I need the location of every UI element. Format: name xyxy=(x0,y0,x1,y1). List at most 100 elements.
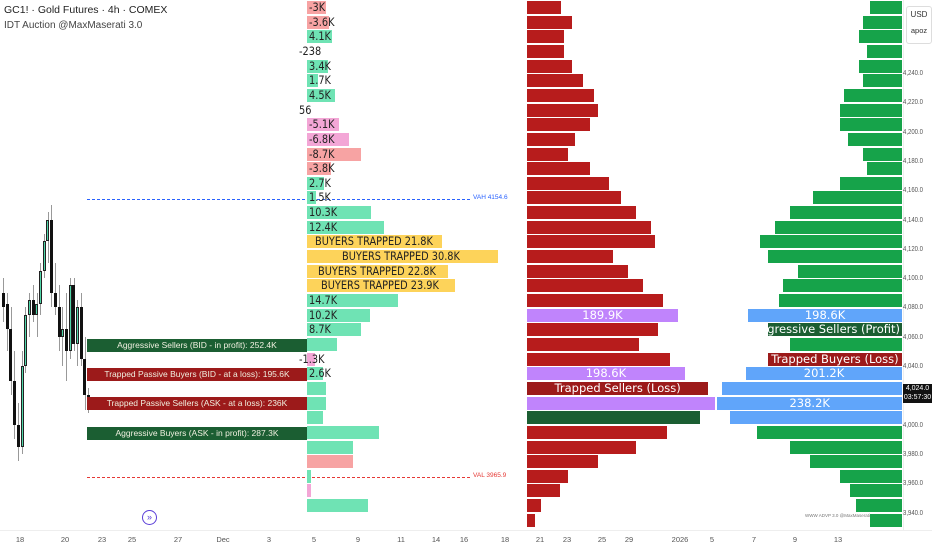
delta-bar xyxy=(307,235,443,249)
delta-label: 2.6K xyxy=(309,366,331,381)
delta-bar xyxy=(307,220,384,234)
delta-label: 3.4K xyxy=(309,58,331,73)
candle-wick xyxy=(55,263,56,315)
delta-bar xyxy=(307,118,339,132)
delta-bar xyxy=(307,1,326,14)
sell-volume-bar xyxy=(527,59,573,73)
delta-label: 8.7K xyxy=(309,322,331,337)
sell-volume-bar xyxy=(527,294,663,307)
time-tick: 5 xyxy=(709,535,715,544)
buy-volume-bar xyxy=(760,235,902,249)
sell-volume-label: 189.9K xyxy=(582,307,623,322)
indicator-name[interactable]: IDT Auction @MaxMaserati 3.0 xyxy=(4,20,143,31)
buy-volume-bar xyxy=(863,74,902,88)
buy-volume-bar xyxy=(782,279,902,293)
buy-volume-bar xyxy=(757,425,902,439)
sell-volume-bar xyxy=(527,323,659,337)
price-axis[interactable] xyxy=(903,0,932,530)
price-tick: 3,960.0 xyxy=(903,478,924,488)
time-tick: 21 xyxy=(535,535,545,544)
buy-volume-bar xyxy=(809,455,902,469)
candle-body xyxy=(46,219,50,242)
sell-volume-bar xyxy=(527,220,652,234)
time-tick: 27 xyxy=(173,535,183,544)
delta-bar xyxy=(307,381,326,395)
time-axis[interactable] xyxy=(0,530,932,550)
buy-volume-bar xyxy=(767,323,902,337)
last-price-badge: 4,024.0 03:57:30 xyxy=(903,384,932,403)
sell-volume-bar xyxy=(527,264,628,278)
sell-volume-bar xyxy=(527,191,621,205)
buy-volume-bar xyxy=(840,469,902,483)
sell-volume-bar xyxy=(527,308,678,322)
delta-bar xyxy=(307,455,353,469)
price-tick: 4,160.0 xyxy=(903,185,924,195)
sell-volume-label: Trapped Sellers (Loss) xyxy=(554,380,681,395)
delta-bar xyxy=(307,264,449,278)
sell-volume-bar xyxy=(527,30,565,44)
sell-volume-bar xyxy=(527,455,598,469)
buy-volume-bar xyxy=(850,484,902,498)
watermark: WWW ADVP 3.0 @MaxMaserati xyxy=(805,513,870,518)
candle-body xyxy=(83,358,87,396)
delta-bar xyxy=(307,425,379,439)
candle-body xyxy=(39,270,42,305)
buy-volume-bar xyxy=(746,367,902,381)
sell-volume-bar xyxy=(527,44,565,58)
delta-label: 10.3K xyxy=(309,205,338,220)
sell-volume-bar xyxy=(527,469,569,483)
sell-volume-bar xyxy=(527,425,667,439)
price-tick: 4,220.0 xyxy=(903,97,924,107)
buy-volume-bar xyxy=(863,15,902,29)
buy-volume-bar xyxy=(767,352,902,366)
val-label: VAL 3965.9 xyxy=(473,472,507,479)
time-tick: 29 xyxy=(624,535,634,544)
candle-body xyxy=(50,219,54,293)
candle-body xyxy=(9,329,13,381)
price-tick: 4,180.0 xyxy=(903,155,924,165)
last-price: 4,024.0 xyxy=(905,385,930,392)
delta-bar xyxy=(307,440,353,454)
sell-volume-bar xyxy=(527,206,636,220)
sell-volume-bar xyxy=(527,118,590,132)
buy-volume-bar xyxy=(870,1,902,14)
buy-volume-bar xyxy=(843,88,902,102)
price-tick: 4,240.0 xyxy=(903,68,924,77)
delta-label: -238 xyxy=(299,43,322,58)
delta-bar xyxy=(307,367,324,381)
unit-label: apoz xyxy=(910,26,928,35)
sell-volume-bar xyxy=(527,440,636,454)
candle-body xyxy=(2,292,5,308)
delta-bar xyxy=(307,74,318,88)
candle-body xyxy=(20,366,24,447)
sell-volume-label: 198.6K xyxy=(585,366,627,381)
candle-body xyxy=(72,285,76,345)
delta-label: 10.2K xyxy=(309,307,338,322)
sell-volume-bar xyxy=(527,1,562,14)
buy-volume-label: Trapped Buyers (Loss) xyxy=(771,351,899,366)
currency-unit-box[interactable]: USD apoz xyxy=(906,6,932,44)
delta-label: 4.1K xyxy=(309,29,331,44)
buy-volume-bar xyxy=(840,176,902,190)
time-tick: 18 xyxy=(500,535,510,544)
delta-bar xyxy=(307,147,361,161)
candle-body xyxy=(64,329,68,352)
delta-label: -1.3K xyxy=(299,351,325,366)
delta-bar xyxy=(307,59,329,73)
time-tick: 5 xyxy=(311,535,317,544)
time-tick: 3 xyxy=(266,535,272,544)
sell-volume-bar xyxy=(527,396,715,410)
symbol-title[interactable]: GC1! · Gold Futures · 4h · COMEX xyxy=(4,4,168,16)
time-tick: 25 xyxy=(597,535,607,544)
buy-volume-bar xyxy=(798,264,902,278)
buy-volume-bar xyxy=(722,381,902,395)
buy-volume-bar xyxy=(774,220,902,234)
val-line xyxy=(87,477,470,478)
goto-realtime-icon[interactable]: » xyxy=(142,510,157,525)
price-tick: 4,100.0 xyxy=(903,273,924,283)
delta-bar xyxy=(307,308,371,322)
time-tick: 9 xyxy=(792,535,798,544)
delta-bar xyxy=(307,352,316,366)
delta-label: BUYERS TRAPPED 30.8K xyxy=(342,249,461,264)
